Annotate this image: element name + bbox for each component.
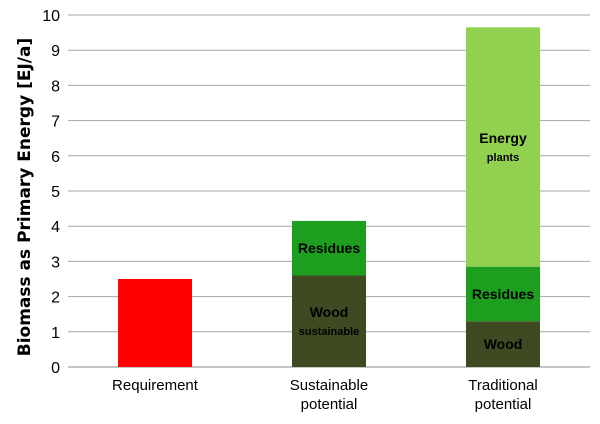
y-tick-label: 3 bbox=[51, 254, 60, 271]
y-axis-label: Biomass as Primary Energy [EJ/a] bbox=[15, 38, 35, 357]
segment-label: Wood bbox=[310, 304, 349, 320]
segment-label: sustainable bbox=[299, 326, 360, 338]
segment-label: Wood bbox=[484, 336, 523, 352]
y-axis-ticks: 0 1 2 3 4 5 6 7 8 9 10 bbox=[42, 8, 60, 377]
segment-label: plants bbox=[487, 152, 519, 164]
category-label: potential bbox=[301, 396, 358, 413]
category-label: potential bbox=[475, 396, 532, 413]
bar-segment bbox=[118, 279, 192, 367]
bar-segment bbox=[466, 27, 540, 267]
bar-segment bbox=[466, 321, 540, 367]
y-tick-label: 10 bbox=[42, 8, 60, 25]
y-tick-label: 6 bbox=[51, 149, 60, 166]
x-axis-categories: Requirement Sustainable potential Tradition… bbox=[112, 377, 538, 413]
y-tick-label: 2 bbox=[51, 290, 60, 307]
bar-segment bbox=[466, 266, 540, 322]
segment-label: Energy bbox=[479, 130, 527, 146]
segment-label: Residues bbox=[298, 240, 360, 256]
category-label: Sustainable bbox=[290, 377, 368, 394]
y-tick-label: 5 bbox=[51, 184, 60, 201]
y-tick-label: 8 bbox=[51, 78, 60, 95]
y-tick-label: 1 bbox=[51, 325, 60, 342]
category-label: Traditional bbox=[468, 377, 537, 394]
y-tick-label: 0 bbox=[51, 360, 60, 377]
bar-segment bbox=[292, 220, 366, 276]
y-tick-label: 4 bbox=[51, 219, 60, 236]
bar-segment bbox=[292, 275, 366, 367]
y-tick-label: 7 bbox=[51, 114, 60, 131]
category-label: Requirement bbox=[112, 377, 199, 394]
segment-label: Residues bbox=[472, 286, 534, 302]
bars: Wood sustainable Residues Wood Residues Energ… bbox=[118, 27, 540, 367]
y-tick-label: 9 bbox=[51, 43, 60, 60]
